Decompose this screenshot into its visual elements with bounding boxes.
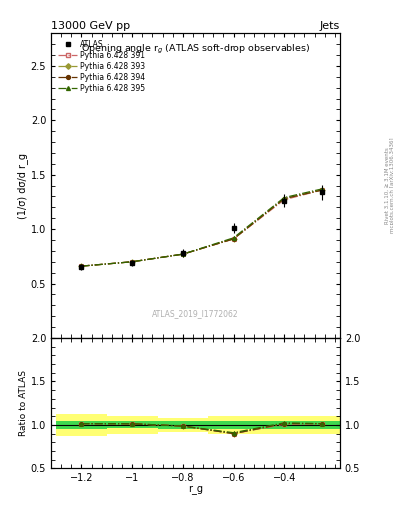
Pythia 6.428 391 [320, 187, 325, 193]
Pythia 6.428 391 [130, 259, 134, 265]
Pythia 6.428 394 [231, 236, 236, 242]
Pythia 6.428 395 [320, 186, 325, 192]
Pythia 6.428 395 [282, 195, 286, 201]
Text: Rivet 3.1.10, ≥ 3.1M events: Rivet 3.1.10, ≥ 3.1M events [385, 147, 389, 224]
Pythia 6.428 391 [282, 197, 286, 203]
Line: Pythia 6.428 394: Pythia 6.428 394 [79, 188, 324, 268]
Pythia 6.428 395 [231, 234, 236, 241]
Text: mcplots.cern.ch [arXiv:1306.3436]: mcplots.cern.ch [arXiv:1306.3436] [390, 138, 393, 233]
Pythia 6.428 394 [282, 196, 286, 202]
X-axis label: r_g: r_g [188, 485, 203, 495]
Pythia 6.428 393 [231, 236, 236, 242]
Pythia 6.428 395 [180, 251, 185, 257]
Pythia 6.428 393 [320, 187, 325, 193]
Pythia 6.428 393 [180, 251, 185, 257]
Text: Opening angle r$_g$ (ATLAS soft-drop observables): Opening angle r$_g$ (ATLAS soft-drop obs… [81, 42, 310, 55]
Pythia 6.428 394 [180, 251, 185, 257]
Pythia 6.428 394 [79, 263, 84, 269]
Pythia 6.428 395 [130, 259, 134, 265]
Pythia 6.428 393 [79, 263, 84, 269]
Legend: ATLAS, Pythia 6.428 391, Pythia 6.428 393, Pythia 6.428 394, Pythia 6.428 395: ATLAS, Pythia 6.428 391, Pythia 6.428 39… [55, 37, 148, 96]
Y-axis label: Ratio to ATLAS: Ratio to ATLAS [19, 370, 28, 436]
Text: 13000 GeV pp: 13000 GeV pp [51, 20, 130, 31]
Pythia 6.428 393 [130, 259, 134, 265]
Pythia 6.428 391 [180, 251, 185, 257]
Line: Pythia 6.428 395: Pythia 6.428 395 [79, 187, 324, 268]
Pythia 6.428 391 [79, 263, 84, 269]
Y-axis label: (1/σ) dσ/d r_g: (1/σ) dσ/d r_g [17, 153, 28, 219]
Pythia 6.428 393 [282, 196, 286, 202]
Pythia 6.428 394 [320, 187, 325, 193]
Pythia 6.428 395 [79, 263, 84, 269]
Text: ATLAS_2019_I1772062: ATLAS_2019_I1772062 [152, 309, 239, 318]
Pythia 6.428 391 [231, 236, 236, 242]
Line: Pythia 6.428 393: Pythia 6.428 393 [79, 188, 324, 268]
Text: Jets: Jets [320, 20, 340, 31]
Line: Pythia 6.428 391: Pythia 6.428 391 [79, 188, 324, 268]
Pythia 6.428 394 [130, 259, 134, 265]
